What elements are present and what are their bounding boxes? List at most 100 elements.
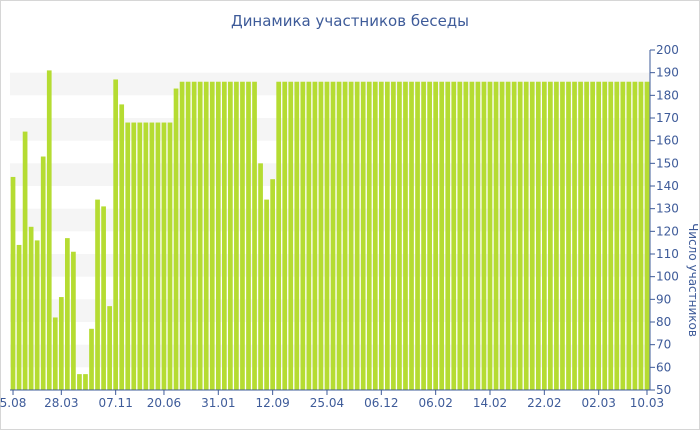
x-tick-label: 14.02	[473, 396, 507, 410]
bar	[391, 81, 396, 390]
bar	[161, 122, 167, 391]
bar	[620, 81, 626, 390]
bar	[197, 81, 203, 390]
bar	[342, 81, 348, 390]
bar	[372, 81, 378, 390]
bar	[493, 81, 499, 390]
bar	[517, 81, 523, 390]
bar	[228, 81, 233, 390]
x-tick-label: 12.09	[255, 396, 289, 410]
bar	[336, 81, 342, 390]
bar	[427, 81, 432, 390]
bar	[626, 81, 632, 390]
bar	[366, 81, 372, 390]
bar	[125, 122, 131, 391]
bar	[590, 81, 595, 390]
bar	[608, 81, 614, 390]
bar	[415, 81, 420, 390]
bar	[312, 81, 318, 390]
bar	[203, 81, 209, 390]
bar	[445, 81, 451, 390]
x-tick-label: 07.11	[98, 396, 132, 410]
x-tick-label: 06.02	[418, 396, 452, 410]
bar	[409, 81, 414, 390]
bar	[173, 88, 179, 391]
bar	[378, 81, 384, 390]
bar	[95, 199, 100, 390]
bar	[89, 328, 94, 390]
y-tick-label: 150	[656, 156, 679, 170]
bar	[71, 251, 76, 390]
bar	[28, 226, 34, 390]
bar	[270, 179, 275, 390]
y-tick-label: 70	[656, 338, 671, 352]
bar	[548, 81, 553, 390]
bar	[300, 81, 306, 390]
bar	[354, 81, 360, 390]
bar	[40, 156, 46, 390]
x-tick-label: 10.03	[630, 396, 664, 410]
bar	[560, 81, 565, 390]
bar	[596, 81, 602, 390]
bar	[258, 163, 263, 390]
bar	[294, 81, 300, 390]
bar	[65, 238, 70, 390]
bar	[137, 122, 143, 391]
bar	[475, 81, 481, 390]
grid-band	[10, 118, 650, 141]
grid-band	[10, 208, 650, 232]
bar	[191, 81, 197, 390]
x-tick-label: 28.03	[44, 396, 78, 410]
bar	[101, 206, 106, 390]
bar	[505, 81, 511, 390]
bar	[433, 81, 439, 390]
bar	[469, 81, 475, 390]
chart-title: Динамика участников беседы	[230, 12, 470, 30]
grid-band	[10, 163, 650, 186]
bar	[113, 79, 119, 390]
bar	[330, 81, 336, 390]
bar	[578, 81, 583, 390]
bar	[143, 122, 149, 391]
grid-band	[10, 72, 650, 96]
y-tick-label: 160	[656, 134, 679, 148]
bar	[584, 81, 589, 390]
bar	[572, 81, 577, 390]
y-tick-label: 120	[656, 224, 679, 238]
bar	[240, 81, 245, 390]
bar	[185, 81, 191, 390]
bar	[644, 81, 650, 390]
bar	[421, 81, 426, 390]
bar	[246, 81, 251, 390]
bar	[554, 81, 559, 390]
bar	[282, 81, 288, 390]
bar	[511, 81, 517, 390]
grid-bands	[10, 72, 650, 368]
x-tick-label: 02.03	[581, 396, 615, 410]
bar	[397, 81, 402, 390]
bar	[487, 81, 493, 390]
bar	[52, 317, 58, 390]
x-tick-label: 22.02	[527, 396, 561, 410]
bar	[324, 81, 330, 390]
bar	[541, 81, 547, 390]
bar	[107, 306, 112, 390]
bar	[34, 240, 40, 390]
bar	[614, 81, 620, 390]
y-tick-label: 170	[656, 111, 679, 125]
bar	[463, 81, 469, 390]
bar	[10, 176, 16, 390]
bar	[179, 81, 185, 390]
bar	[360, 81, 366, 390]
bar	[602, 81, 608, 390]
bar	[288, 81, 294, 390]
bar	[566, 81, 571, 390]
bar	[529, 81, 535, 390]
bar-series	[10, 70, 650, 391]
x-tick-label: 20.06	[147, 396, 181, 410]
x-axis-ticks: 5.08 28.03 07.11 20.06 31.01 12.09 25.04 06.12 0…	[0, 390, 664, 410]
bar	[16, 244, 22, 390]
y-tick-label: 140	[656, 179, 679, 193]
bar	[131, 122, 137, 391]
y-tick-label: 190	[656, 66, 679, 80]
